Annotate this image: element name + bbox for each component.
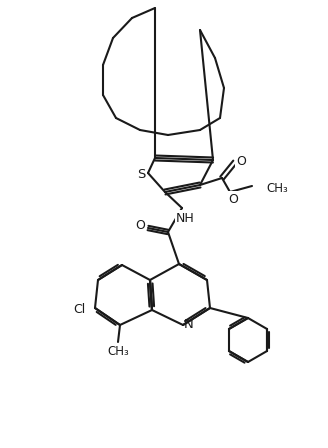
Text: Cl: Cl	[73, 302, 85, 315]
Text: CH₃: CH₃	[107, 345, 129, 358]
Text: CH₃: CH₃	[266, 181, 288, 194]
Text: S: S	[137, 168, 145, 181]
Text: NH: NH	[175, 211, 195, 224]
Text: O: O	[135, 219, 145, 232]
Text: O: O	[236, 155, 246, 168]
Text: N: N	[184, 318, 194, 331]
Text: O: O	[228, 193, 238, 206]
